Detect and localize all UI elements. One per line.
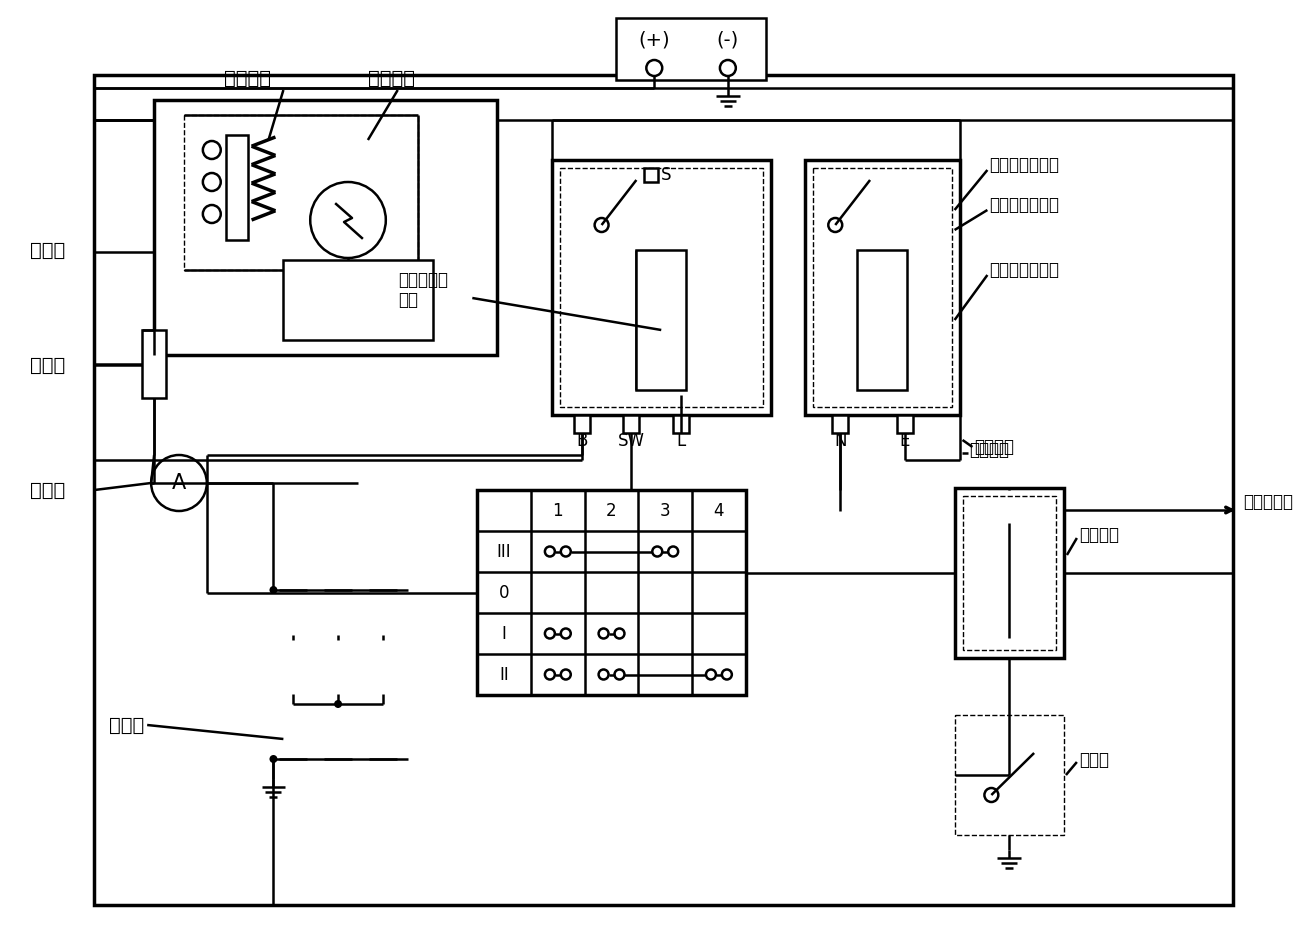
Text: 发电机: 发电机 <box>108 715 144 735</box>
Text: 电流表: 电流表 <box>30 481 65 499</box>
Text: 至分电器盖: 至分电器盖 <box>1242 493 1293 511</box>
Bar <box>857 250 907 390</box>
Text: 0: 0 <box>499 583 509 602</box>
Text: 2: 2 <box>607 501 617 520</box>
Bar <box>673 415 689 433</box>
Bar <box>184 115 418 270</box>
Text: (+): (+) <box>638 31 669 49</box>
Text: L: L <box>676 432 685 450</box>
Bar <box>813 168 951 407</box>
Text: B: B <box>576 432 587 450</box>
Text: 3: 3 <box>660 501 671 520</box>
Bar <box>897 415 912 433</box>
Bar <box>283 260 432 340</box>
Text: 1: 1 <box>552 501 564 520</box>
Text: 点火线圈: 点火线圈 <box>1079 526 1118 544</box>
Text: 起动机: 起动机 <box>30 241 65 259</box>
Bar <box>94 75 1233 905</box>
Bar <box>637 250 686 390</box>
Bar <box>963 496 1056 650</box>
Bar <box>552 160 771 415</box>
Text: (-): (-) <box>716 31 739 49</box>
Circle shape <box>334 700 342 708</box>
Text: 保护继电器触点: 保护继电器触点 <box>989 196 1060 214</box>
Bar <box>833 415 848 433</box>
Text: 点火开关: 点火开关 <box>970 441 1010 459</box>
Text: 保持线圈: 保持线圈 <box>368 69 415 87</box>
Text: 保护继电器线圈: 保护继电器线圈 <box>989 261 1060 279</box>
Text: A: A <box>172 473 187 493</box>
Bar <box>954 488 1064 658</box>
Bar <box>478 490 745 695</box>
Circle shape <box>269 586 278 594</box>
Text: II: II <box>500 666 509 684</box>
Text: E: E <box>899 432 910 450</box>
Bar <box>954 715 1064 835</box>
Text: III: III <box>497 542 512 561</box>
Bar <box>645 168 658 182</box>
Bar <box>226 135 248 240</box>
Text: 起动继电器触点: 起动继电器触点 <box>989 156 1060 174</box>
Text: 4: 4 <box>714 501 724 520</box>
Bar <box>154 100 497 355</box>
Text: SW: SW <box>617 432 645 450</box>
Text: S: S <box>662 166 672 184</box>
Text: 熔断器: 熔断器 <box>30 355 65 375</box>
Bar <box>142 330 166 398</box>
Bar <box>616 18 766 80</box>
Bar <box>574 415 590 433</box>
Circle shape <box>269 755 278 763</box>
Bar <box>805 160 959 415</box>
Text: 吸引线圈: 吸引线圈 <box>223 69 270 87</box>
Text: 起动继电器
动圈: 起动继电器 动圈 <box>398 271 448 310</box>
Text: I: I <box>501 625 506 643</box>
Text: N: N <box>834 432 847 450</box>
Text: 断电器: 断电器 <box>1079 751 1109 769</box>
Text: 点火开关: 点火开关 <box>975 438 1014 456</box>
Bar <box>560 168 762 407</box>
Bar <box>624 415 639 433</box>
